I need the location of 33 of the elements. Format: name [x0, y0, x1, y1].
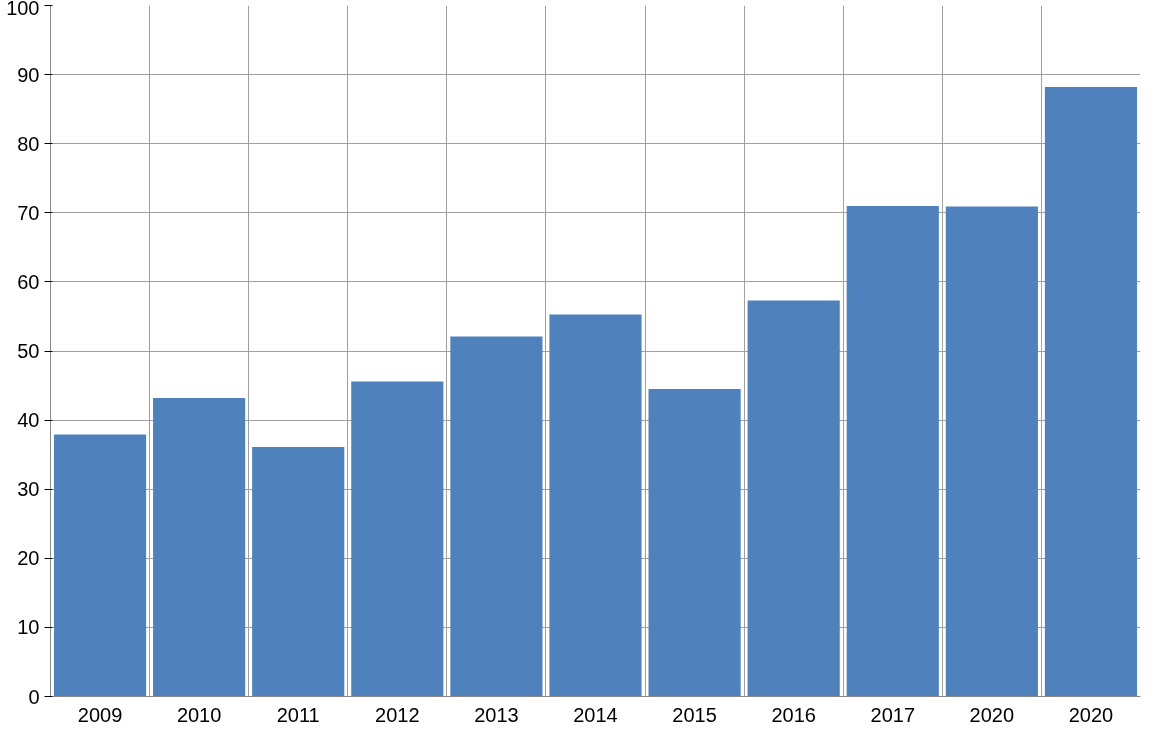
y-tick-label: 10 [17, 616, 40, 639]
x-tick-label: 2014 [573, 703, 618, 726]
x-tick-label: 2020 [969, 703, 1015, 726]
y-tick-label: 0 [28, 685, 40, 708]
x-tick-label: 2015 [672, 703, 717, 726]
bar [351, 381, 444, 697]
y-tick-label: 90 [17, 63, 40, 86]
y-tick-label: 20 [17, 547, 40, 570]
x-tick-label: 2013 [474, 703, 519, 726]
y-tick-label: 70 [17, 201, 40, 224]
bar [153, 397, 246, 697]
bar [252, 447, 345, 697]
bar [53, 434, 147, 697]
y-tick-label: 80 [17, 132, 40, 155]
bar [648, 389, 741, 697]
bar [846, 205, 939, 697]
x-tick-label: 2020 [1068, 703, 1114, 726]
x-tick-label: 2017 [870, 703, 916, 726]
bar [450, 336, 543, 697]
x-tick-label: 2011 [276, 703, 320, 726]
bar [945, 206, 1038, 697]
bar [549, 314, 642, 697]
x-tick-label: 2012 [375, 703, 420, 726]
x-tick-label: 2016 [771, 703, 816, 726]
y-tick-label: 100 [6, 0, 40, 19]
x-tick-label: 2009 [77, 703, 123, 726]
bar [747, 300, 840, 697]
y-tick-label: 30 [17, 478, 40, 501]
y-tick-label: 50 [17, 340, 40, 362]
bar [1044, 87, 1138, 697]
y-tick-label: 40 [17, 409, 40, 432]
x-tick-label: 2010 [176, 703, 222, 726]
y-tick-label: 60 [17, 270, 40, 293]
